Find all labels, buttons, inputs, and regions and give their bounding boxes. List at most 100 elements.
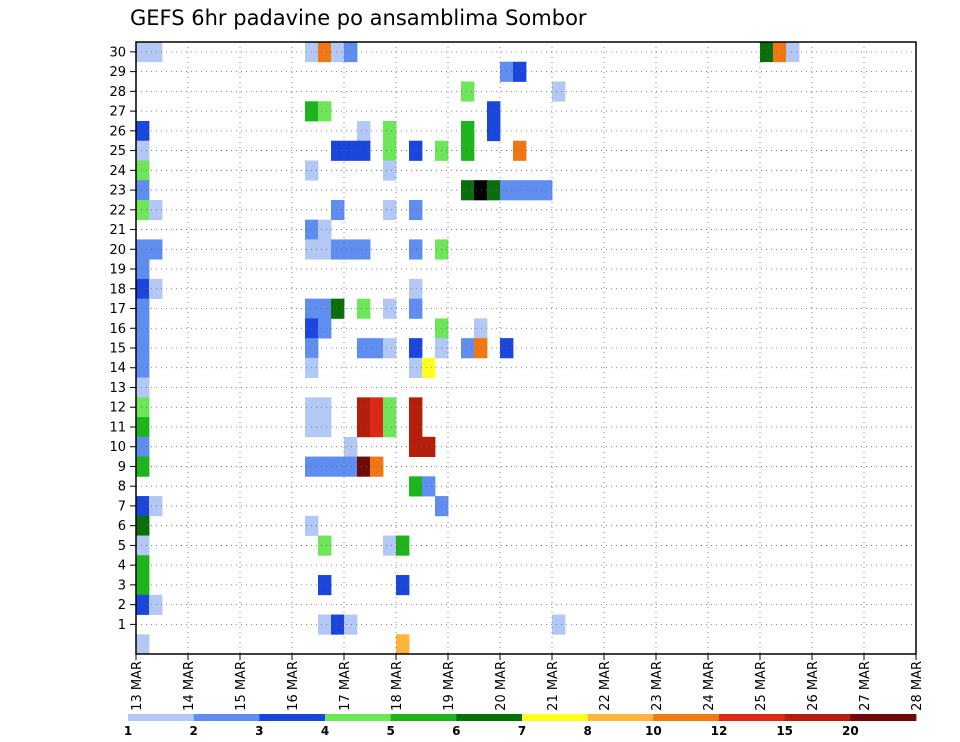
heatmap-cell — [539, 180, 553, 201]
heatmap-cell — [318, 318, 332, 339]
heatmap-cell — [136, 456, 150, 477]
heatmap-cell — [383, 338, 397, 359]
heatmap-cell — [513, 180, 527, 201]
heatmap-cell — [136, 338, 150, 359]
heatmap-cell — [136, 397, 150, 418]
colorbar-swatch — [522, 714, 589, 721]
y-tick-label: 24 — [109, 164, 126, 179]
heatmap-cell — [149, 496, 163, 517]
heatmap-cell — [526, 180, 540, 201]
y-axis: 1234567891011121314151617181920212223242… — [109, 45, 136, 633]
heatmap-cell — [487, 120, 501, 142]
x-tick-label: 18 MAR — [390, 661, 405, 711]
x-tick-label: 25 MAR — [754, 661, 769, 711]
colorbar-swatch — [325, 714, 392, 721]
heatmap-cell — [136, 199, 150, 221]
x-tick-label: 28 MAR — [910, 661, 925, 711]
y-tick-label: 25 — [109, 144, 126, 159]
heatmap-cell — [552, 614, 566, 635]
y-tick-label: 23 — [109, 184, 126, 199]
heatmap-cell — [409, 476, 423, 497]
heatmap-cell — [409, 357, 423, 379]
heatmap-cell — [409, 338, 423, 359]
x-tick-label: 14 MAR — [182, 661, 197, 711]
heatmap-cell — [344, 436, 358, 457]
heatmap-cell — [409, 239, 423, 260]
y-tick-label: 13 — [109, 381, 126, 396]
heatmap-cell — [136, 357, 150, 379]
heatmap-cell — [383, 417, 397, 438]
heatmap-cell — [552, 81, 566, 102]
y-tick-label: 26 — [109, 124, 126, 139]
heatmap-cell — [422, 476, 436, 497]
y-tick-label: 21 — [109, 223, 126, 238]
y-tick-label: 4 — [118, 559, 126, 574]
colorbar-label: 6 — [452, 724, 460, 738]
heatmap-cell — [136, 180, 150, 201]
y-tick-label: 30 — [109, 45, 126, 60]
y-tick-label: 6 — [118, 519, 126, 534]
colorbar-swatch — [128, 714, 195, 721]
heatmap-cell — [136, 594, 150, 615]
heatmap-cell — [344, 456, 358, 477]
heatmap-cell — [318, 614, 332, 635]
heatmap-cell — [409, 417, 423, 438]
heatmap-cell — [396, 634, 410, 655]
y-tick-label: 9 — [118, 460, 126, 475]
y-tick-label: 11 — [109, 420, 126, 435]
heatmap-cell — [474, 180, 488, 201]
colorbar-swatch — [193, 714, 260, 721]
heatmap-cell — [487, 101, 501, 122]
x-tick-label: 20 MAR — [494, 661, 509, 711]
heatmap-cell — [136, 318, 150, 339]
heatmap-cell — [136, 535, 150, 556]
heatmap-cell — [383, 120, 397, 142]
heatmap-cell — [136, 575, 150, 596]
heatmap-cell — [474, 338, 488, 359]
chart-title: GEFS 6hr padavine po ansamblima Sombor — [130, 6, 587, 30]
heatmap-cell — [136, 140, 150, 161]
heatmap-cell — [357, 120, 371, 142]
colorbar-label: 10 — [645, 724, 662, 738]
y-tick-label: 18 — [109, 282, 126, 297]
y-tick-label: 20 — [109, 243, 126, 258]
heatmap-cell — [136, 298, 150, 319]
heatmap-cell — [331, 456, 345, 477]
heatmap-cell — [383, 535, 397, 556]
y-tick-label: 16 — [109, 322, 126, 337]
heatmap-cell — [409, 298, 423, 319]
heatmap-cell — [357, 397, 371, 418]
y-tick-label: 27 — [109, 105, 126, 120]
colorbar-label: 5 — [386, 724, 394, 738]
heatmap-cell — [409, 199, 423, 221]
colorbar-label: 12 — [711, 724, 728, 738]
heatmap-cell — [383, 397, 397, 418]
colorbar-swatch — [259, 714, 326, 721]
heatmap-cell — [786, 42, 800, 63]
heatmap-cell — [461, 180, 475, 201]
colorbar-label: 15 — [776, 724, 793, 738]
heatmap-cell — [136, 436, 150, 457]
heatmap-cell — [357, 298, 371, 319]
x-tick-label: 23 MAR — [650, 661, 665, 711]
colorbar: 1 2 3 4 5 6 7 8 10 12 15 20 — [124, 714, 917, 738]
heatmap-cell — [136, 515, 150, 536]
heatmap-cell — [318, 42, 332, 63]
heatmap-cell — [136, 160, 150, 181]
heatmap-cell — [383, 199, 397, 221]
heatmap-cell — [331, 298, 345, 319]
heatmap-cell — [487, 180, 501, 201]
y-tick-label: 8 — [118, 480, 126, 495]
x-axis: 13 MAR 14 MAR 15 MAR 16 MAR 17 MAR 18 MAR 19 M… — [130, 654, 925, 711]
colorbar-label: 20 — [842, 724, 859, 738]
y-tick-label: 22 — [109, 203, 126, 218]
colorbar-label: 1 — [124, 724, 132, 738]
heatmap-cell — [318, 456, 332, 477]
x-tick-label: 21 MAR — [546, 661, 561, 711]
heatmap-cell — [344, 140, 358, 161]
colorbar-swatch — [653, 714, 720, 721]
heatmap-cell — [383, 298, 397, 319]
colorbar-swatch — [587, 714, 654, 721]
y-tick-label: 17 — [109, 302, 126, 317]
colorbar-label: 2 — [189, 724, 197, 738]
